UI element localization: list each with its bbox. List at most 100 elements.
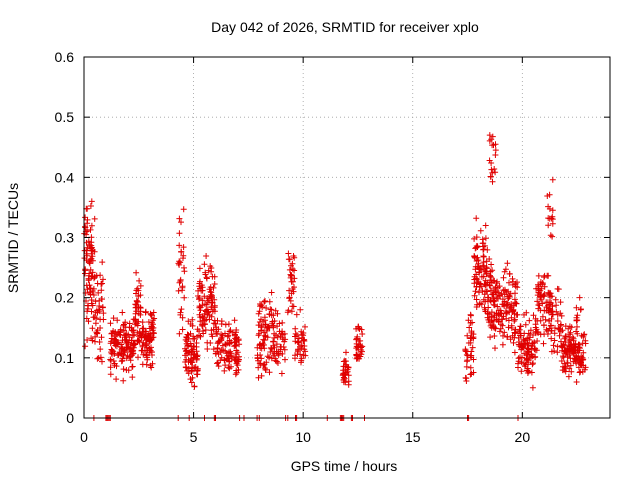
data-point	[258, 327, 264, 334]
data-point	[491, 166, 498, 172]
data-point	[90, 314, 97, 321]
data-point	[489, 133, 496, 140]
data-point	[509, 309, 516, 315]
data-point	[342, 379, 349, 386]
data-point	[86, 270, 93, 277]
data-point	[484, 310, 491, 317]
data-point	[224, 333, 231, 340]
data-point	[476, 301, 483, 308]
data-point	[487, 298, 494, 305]
data-point	[493, 280, 500, 287]
data-point	[481, 266, 488, 273]
data-point	[297, 306, 304, 313]
data-point	[515, 328, 522, 335]
data-point	[87, 226, 94, 233]
data-point	[175, 287, 182, 294]
data-point	[88, 222, 95, 229]
data-point	[292, 352, 298, 359]
data-point	[281, 346, 288, 353]
data-point	[176, 230, 183, 237]
data-point	[81, 247, 88, 254]
data-point	[480, 243, 486, 250]
data-point	[473, 215, 480, 222]
data-point	[120, 377, 127, 384]
data-point	[278, 370, 285, 377]
data-point	[225, 332, 232, 339]
data-point	[126, 334, 133, 341]
data-point	[484, 288, 491, 295]
data-point	[467, 311, 474, 318]
data-point	[548, 293, 555, 300]
data-point	[496, 328, 503, 335]
data-point	[207, 263, 214, 270]
data-point	[552, 296, 559, 303]
data-point	[145, 319, 152, 325]
data-point	[286, 266, 293, 273]
data-point	[107, 364, 114, 371]
data-point	[181, 294, 188, 301]
data-point	[132, 304, 139, 311]
data-point	[148, 337, 155, 343]
data-point	[353, 351, 360, 358]
data-point	[199, 323, 206, 329]
data-point	[92, 298, 99, 305]
data-point	[345, 372, 352, 379]
data-point	[543, 304, 550, 311]
data-point	[149, 360, 156, 367]
data-point	[184, 342, 191, 349]
data-point	[353, 336, 360, 343]
data-point	[82, 223, 88, 230]
data-point	[511, 329, 518, 336]
data-point	[132, 341, 138, 348]
data-point	[288, 308, 295, 315]
data-point	[488, 166, 495, 173]
data-point	[510, 308, 517, 314]
x-tick-label: 5	[190, 429, 198, 445]
data-point	[89, 269, 96, 276]
data-point	[473, 284, 480, 290]
data-point	[340, 358, 347, 365]
data-point	[99, 358, 105, 365]
data-point	[144, 356, 151, 363]
data-point	[486, 132, 493, 139]
data-point	[139, 347, 146, 354]
data-point	[135, 299, 141, 305]
data-point	[129, 327, 136, 334]
data-point	[494, 303, 501, 310]
data-point	[469, 344, 476, 351]
data-point	[568, 368, 575, 375]
data-point	[522, 337, 529, 344]
data-point	[467, 371, 474, 378]
data-point	[207, 284, 214, 291]
data-point	[501, 268, 508, 275]
data-point	[143, 351, 150, 358]
data-point	[341, 375, 348, 382]
data-point	[270, 312, 277, 319]
data-point	[573, 317, 580, 324]
data-point	[91, 248, 98, 255]
data-point	[491, 333, 498, 339]
data-point	[273, 358, 280, 365]
data-point	[558, 312, 565, 319]
data-point	[487, 282, 494, 289]
data-point	[541, 283, 548, 290]
data-point	[97, 325, 104, 331]
data-point	[214, 345, 221, 351]
data-point	[286, 295, 293, 302]
data-point	[508, 314, 515, 321]
data-point	[279, 319, 286, 326]
data-point	[579, 368, 586, 375]
data-point	[139, 361, 146, 368]
data-point	[515, 360, 521, 367]
data-point	[85, 302, 92, 309]
data-point	[470, 369, 477, 376]
data-point	[302, 348, 309, 355]
data-point	[499, 341, 506, 348]
data-point	[562, 333, 569, 339]
data-point	[561, 367, 568, 374]
data-point	[539, 300, 546, 307]
data-point	[266, 298, 273, 305]
data-point	[187, 330, 194, 337]
data-point	[539, 280, 546, 286]
data-point	[199, 297, 206, 304]
